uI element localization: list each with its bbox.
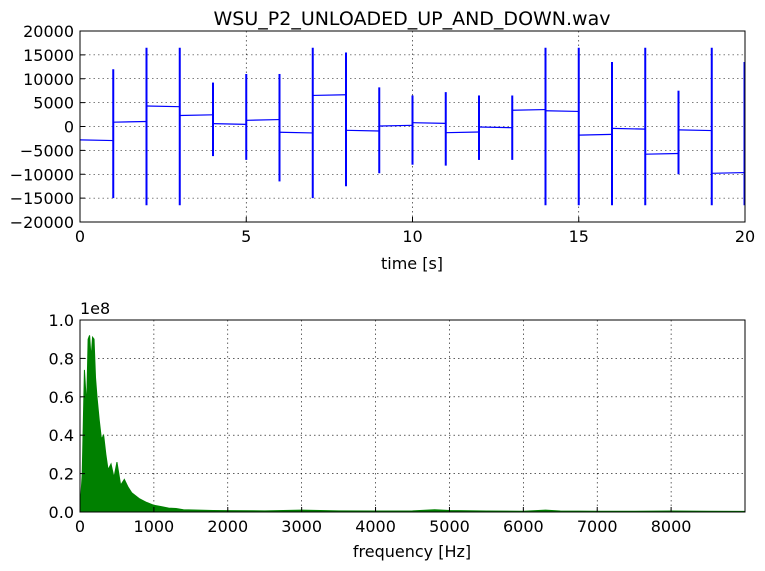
waveform-x-tick-label: 15 (569, 227, 589, 246)
waveform-y-tick-label: −15000 (10, 189, 74, 208)
waveform-y-tick-label: −10000 (10, 165, 74, 184)
spectrum-y-tick-label: 0.0 (49, 503, 74, 522)
spectrum-y-tick-label: 0.8 (49, 349, 74, 368)
waveform-y-tick-label: 5000 (33, 94, 74, 113)
waveform-plateau-segment (345, 129, 380, 132)
waveform-y-tick-label: −20000 (10, 213, 74, 232)
waveform-x-tick-label: 0 (75, 227, 85, 246)
waveform-plateau-segment (146, 105, 180, 108)
spectrum-x-tick-label: 3000 (281, 517, 322, 536)
waveform-plateau-segment (478, 126, 513, 129)
spectrum-x-tick-label: 2000 (207, 517, 248, 536)
spectrum-grid (80, 320, 745, 512)
waveform-plateau-segment (611, 127, 646, 130)
waveform-plateau-segment (512, 108, 546, 111)
waveform-x-tick-label: 5 (241, 227, 251, 246)
waveform-plateau-segment (279, 131, 313, 134)
spectrum-x-tick-label: 5000 (429, 517, 470, 536)
spectrum-x-tick-label: 8000 (651, 517, 692, 536)
spectrum-panel: 1e8 0 1000 2000 3000 4000 5000 6000 7000 8000 1.0… (49, 299, 746, 561)
spectrum-x-tick-label: 1000 (134, 517, 175, 536)
waveform-y-tick-label: −5000 (20, 141, 74, 160)
spectrum-axes-frame (79, 319, 746, 513)
waveform-ticks: 0 5 10 15 20 20000 15000 10000 5000 0 −5000 −10000 −… (10, 22, 755, 246)
waveform-panel: WSU_P2_UNLOADED_UP_AND_DOWN.wav 0 5 10 15 20… (10, 8, 755, 273)
spectrum-y-tick-label: 0.2 (49, 465, 74, 484)
spectrum-y-tick-label: 0.6 (49, 388, 74, 407)
waveform-plateau-segment (246, 118, 280, 121)
waveform-plateau-segment (79, 139, 114, 142)
spectrum-x-axis-label: frequency [Hz] (353, 542, 471, 561)
waveform-series (79, 47, 746, 206)
waveform-plateau-segment (179, 114, 214, 117)
waveform-plateau-segment (711, 171, 746, 174)
waveform-y-tick-label: 10000 (23, 70, 74, 89)
waveform-plateau-segment (312, 94, 347, 97)
waveform-y-tick-label: 20000 (23, 22, 74, 41)
waveform-plateau-segment (212, 123, 247, 125)
spectrum-offset-label: 1e8 (80, 299, 110, 318)
spectrum-y-tick-label: 1.0 (49, 311, 74, 330)
waveform-x-tick-label: 20 (735, 227, 755, 246)
waveform-plateau-segment (645, 152, 679, 155)
waveform-plateau-segment (578, 133, 613, 136)
spectrum-x-tick-label: 0 (75, 517, 85, 536)
waveform-plateau-segment (445, 131, 480, 134)
waveform-y-tick-label: 15000 (23, 46, 74, 65)
spectrum-y-tick-label: 0.4 (49, 426, 74, 445)
waveform-x-tick-label: 10 (402, 227, 422, 246)
spectrum-ticks: 0 1000 2000 3000 4000 5000 6000 7000 8000 1.0 0.8 0… (49, 311, 692, 536)
waveform-plateau-segment (412, 122, 446, 124)
waveform-plateau-segment (379, 124, 413, 127)
waveform-x-axis-label: time [s] (381, 254, 443, 273)
waveform-title: WSU_P2_UNLOADED_UP_AND_DOWN.wav (214, 8, 611, 30)
waveform-y-tick-label: 0 (64, 118, 74, 137)
waveform-plateau-segment (545, 110, 579, 113)
spectrum-x-tick-label: 4000 (355, 517, 396, 536)
spectrum-envelope-area (79, 335, 746, 513)
spectrum-x-tick-label: 7000 (577, 517, 618, 536)
waveform-plateau-segment (678, 129, 712, 132)
waveform-plateau-segment (113, 120, 147, 123)
spectrum-x-tick-label: 6000 (503, 517, 544, 536)
